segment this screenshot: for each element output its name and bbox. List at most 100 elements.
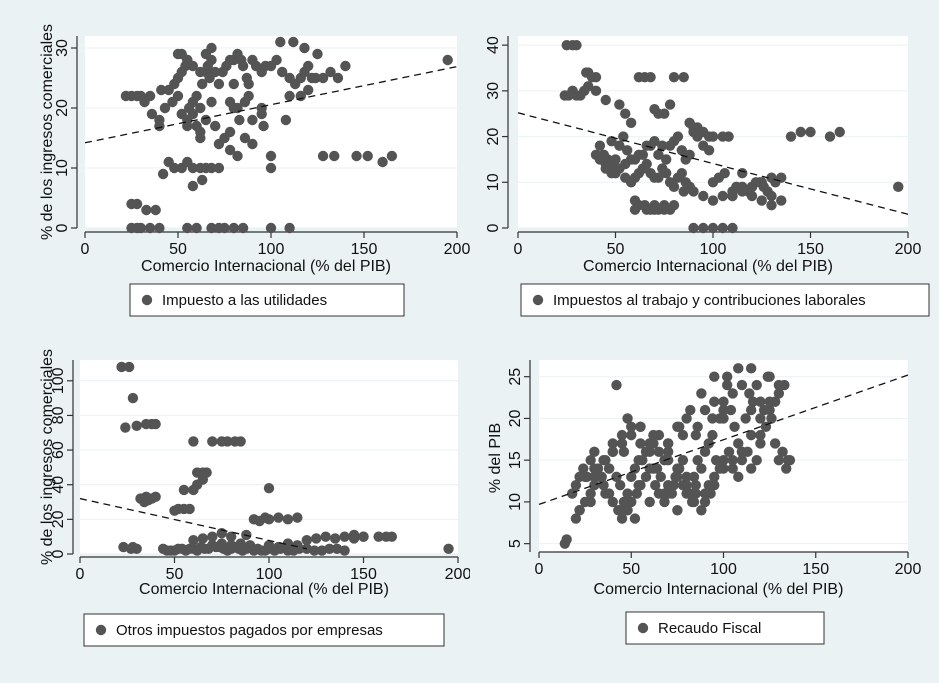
data-point [607,446,618,458]
data-point [657,140,668,151]
data-point [736,379,748,391]
panel-trabajo: 0 50 100 150 200 0 10 20 30 40 Comercio Internacio… [470,0,939,333]
data-point [721,379,733,391]
x-tick-label: 150 [802,561,829,578]
data-point [131,198,143,210]
data-point [303,60,314,72]
data-point [312,48,323,60]
x-tick-label: 50 [169,241,187,258]
data-point [764,371,775,382]
data-point [834,126,845,138]
data-point [243,78,254,90]
data-point [614,480,626,491]
data-point [324,543,335,555]
legend-marker [141,294,153,306]
data-point [329,533,341,544]
data-point [182,222,193,234]
data-point [718,396,729,407]
data-point [600,488,611,499]
data-point [263,540,275,551]
data-point [150,418,161,430]
data-point [699,404,711,416]
data-point [703,438,714,449]
data-point [690,480,702,491]
data-point [340,60,351,72]
data-point [178,484,190,496]
data-point [645,71,656,83]
data-point [618,446,630,458]
data-point [235,538,246,549]
data-point [640,471,652,483]
data-point [188,436,199,447]
data-point [237,60,249,72]
data-point [226,540,237,551]
data-point [351,150,362,162]
x-tick-label: 200 [895,561,922,578]
x-tick-label: 200 [444,241,471,258]
data-point [235,436,246,447]
data-point [303,84,314,96]
data-point [611,379,622,391]
data-point [776,172,787,183]
data-point [648,438,659,449]
y-tick-label: 0 [485,223,502,232]
data-point [206,162,217,174]
data-point [653,429,665,441]
data-point [709,471,720,483]
data-point [699,446,711,458]
data-point [258,120,269,132]
x-tick-label: 150 [351,241,378,258]
data-point [672,131,684,142]
data-point [766,413,777,424]
data-point [668,181,680,193]
data-point [698,190,709,202]
data-point [635,438,646,449]
data-point [169,162,180,174]
data-point [718,463,729,474]
legend-marker [95,624,107,636]
y-tick-label: 20 [50,510,67,528]
data-point [672,463,683,474]
data-point [755,438,766,449]
data-point [611,471,622,483]
data-point [159,102,171,114]
y-tick-label: 20 [507,409,524,427]
x-tick-label: 100 [258,241,285,258]
data-point [224,126,236,138]
data-point [195,66,206,78]
data-point [626,471,637,483]
y-tick-label: 5 [507,539,524,548]
data-point [618,496,630,508]
data-point [727,388,738,399]
data-point [299,42,310,54]
x-axis-label: Comercio Internacional (% del PIB) [594,581,844,598]
data-point [228,78,239,90]
data-point [635,480,646,491]
data-point [224,96,236,108]
data-point [590,71,602,83]
data-point [766,172,777,183]
y-tick-label: 60 [50,441,67,459]
data-point [688,222,699,234]
data-point [206,42,217,54]
data-point [674,421,685,432]
data-point [629,513,641,524]
data-point [805,126,816,138]
data-point [685,404,696,416]
data-point [766,190,777,202]
legend-marker [532,294,544,306]
data-point [696,388,707,399]
data-point [232,150,243,162]
data-point [755,396,766,407]
data-point [659,496,670,508]
legend: Recaudo Fiscal [625,611,825,645]
data-point [561,534,572,545]
data-point [142,495,154,506]
data-point [662,454,674,466]
data-point [690,429,702,441]
data-point [745,429,757,441]
data-point [213,162,225,174]
legend: Impuesto a las utilidades [129,283,405,317]
data-point [273,512,284,523]
data-point [144,90,156,102]
